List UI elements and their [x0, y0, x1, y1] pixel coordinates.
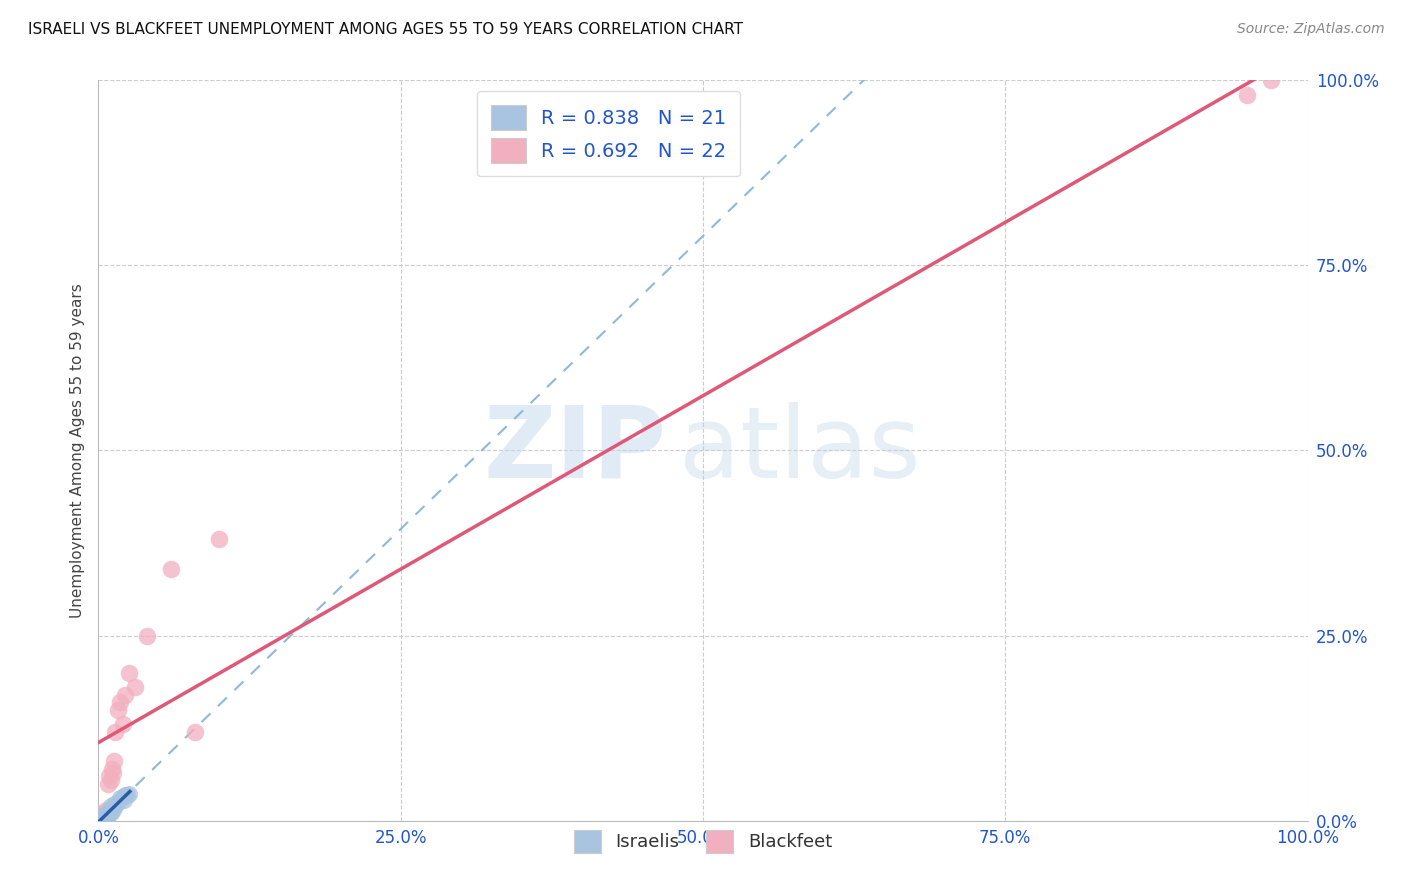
Point: [117, 789, 139, 803]
Point: [96, 807, 118, 822]
Point: [114, 788, 136, 802]
Point: [104, 724, 127, 739]
Point: [93, 810, 115, 824]
Point: [118, 665, 141, 680]
Point: [103, 797, 125, 812]
Point: [98, 803, 121, 817]
Point: [118, 787, 141, 801]
Point: [104, 798, 127, 813]
Point: [100, 772, 122, 787]
Point: [101, 803, 124, 817]
Point: [97, 776, 120, 791]
Point: [93, 809, 115, 823]
Point: [112, 793, 135, 807]
Point: [124, 681, 146, 695]
Point: [100, 798, 122, 813]
Point: [135, 628, 157, 642]
Point: [107, 703, 129, 717]
Point: [100, 762, 122, 776]
Legend: Israelis, Blackfeet: Israelis, Blackfeet: [567, 823, 839, 860]
Text: ISRAELI VS BLACKFEET UNEMPLOYMENT AMONG AGES 55 TO 59 YEARS CORRELATION CHART: ISRAELI VS BLACKFEET UNEMPLOYMENT AMONG …: [28, 22, 744, 37]
Point: [98, 769, 121, 783]
Text: Source: ZipAtlas.com: Source: ZipAtlas.com: [1237, 22, 1385, 37]
Point: [1236, 88, 1258, 103]
Point: [114, 688, 136, 702]
Point: [101, 765, 124, 780]
Point: [108, 791, 131, 805]
Point: [96, 809, 118, 823]
Point: [100, 806, 122, 821]
Point: [93, 806, 115, 821]
Point: [1260, 73, 1282, 87]
Point: [94, 803, 117, 817]
Point: [108, 695, 131, 709]
Point: [208, 533, 231, 547]
Point: [111, 789, 134, 804]
Point: [97, 805, 120, 819]
Point: [98, 806, 121, 821]
Point: [160, 562, 183, 576]
Point: [103, 755, 125, 769]
Point: [111, 717, 134, 731]
Y-axis label: Unemployment Among Ages 55 to 59 years: Unemployment Among Ages 55 to 59 years: [69, 283, 84, 618]
Point: [97, 808, 120, 822]
Text: ZIP: ZIP: [484, 402, 666, 499]
Point: [93, 807, 115, 822]
Point: [107, 795, 129, 809]
Point: [184, 724, 207, 739]
Text: atlas: atlas: [679, 402, 921, 499]
Point: [96, 806, 118, 821]
